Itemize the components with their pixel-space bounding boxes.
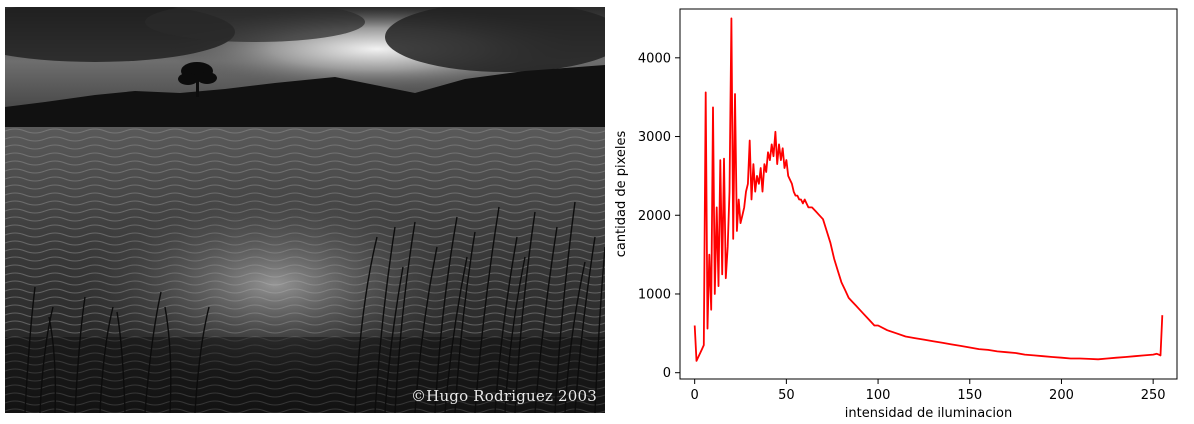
- y-tick-label: 3000: [638, 130, 671, 145]
- x-tick-label: 200: [1049, 388, 1074, 403]
- x-tick-label: 50: [778, 388, 795, 403]
- cloud: [145, 7, 365, 42]
- y-tick-label: 0: [663, 366, 671, 381]
- plot-frame: [679, 8, 1178, 380]
- x-tick-label: 100: [866, 388, 891, 403]
- photo-credit: ©Hugo Rodriguez 2003: [410, 387, 597, 405]
- y-tick-label: 4000: [638, 51, 671, 66]
- lake-photo: ©Hugo Rodriguez 2003: [5, 7, 605, 413]
- x-tick-label: 250: [1141, 388, 1166, 403]
- water-reflection: [5, 127, 605, 413]
- tree: [178, 62, 217, 97]
- lake-photo-image: [5, 7, 605, 413]
- x-tick-label: 0: [691, 388, 699, 403]
- cloud: [385, 7, 605, 72]
- hills: [5, 65, 605, 142]
- y-axis-title: cantidad de pixeles: [614, 130, 629, 257]
- y-tick-label: 1000: [638, 287, 671, 302]
- x-tick-label: 150: [957, 388, 982, 403]
- reeds: [24, 201, 605, 413]
- histogram-svg: 0 50 100 150 200 250 0 1000 2000 3000 4000 intens…: [614, 8, 1178, 421]
- histogram-chart: 0 50 100 150 200 250 0 1000 2000 3000 4000 intens…: [610, 0, 1194, 424]
- histogram-line: [693, 17, 1164, 362]
- x-axis: 0 50 100 150 200 250: [691, 379, 1166, 403]
- y-tick-label: 2000: [638, 209, 671, 224]
- x-axis-title: intensidad de iluminacion: [845, 406, 1012, 421]
- foreground-shadow: [5, 337, 605, 413]
- y-axis: 0 1000 2000 3000 4000: [638, 51, 680, 381]
